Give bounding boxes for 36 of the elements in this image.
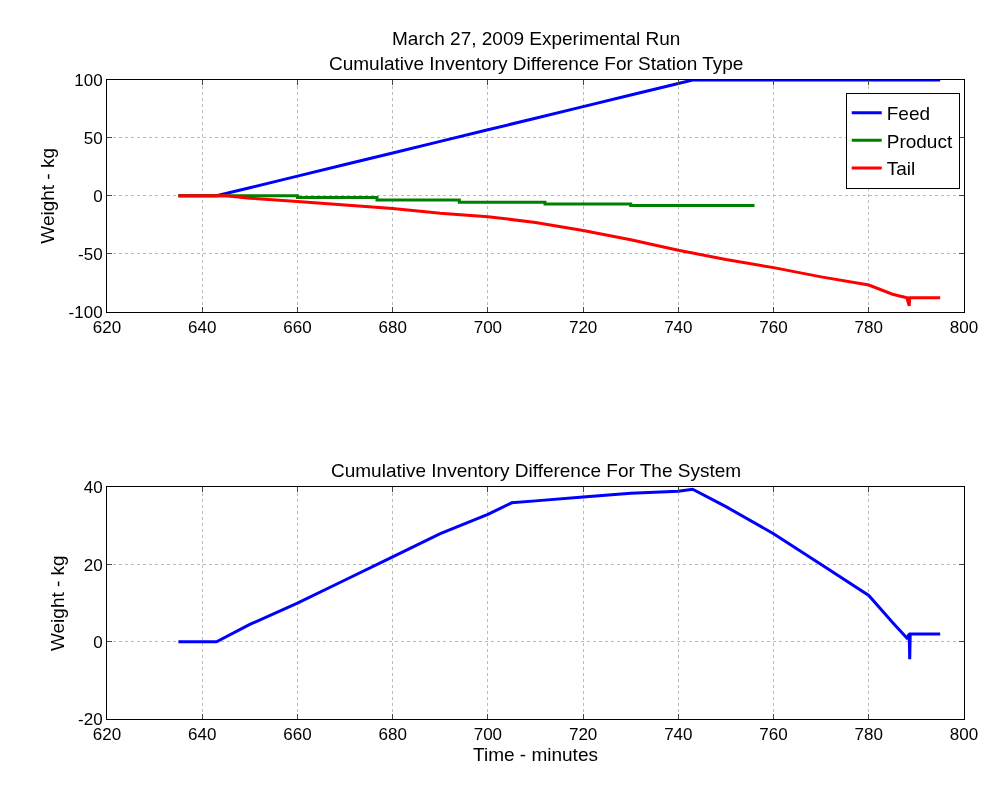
legend-label: Tail <box>886 158 916 180</box>
x-tick-label: 800 <box>949 318 979 338</box>
x-tick-label: 800 <box>949 725 979 745</box>
y-tick-label: 40 <box>83 478 103 498</box>
legend-label: Feed <box>886 103 931 125</box>
x-tick-label: 720 <box>568 725 598 745</box>
y-axis-title: Weight - kg <box>37 147 59 244</box>
legend-label: Product <box>886 130 953 152</box>
y-tick-label: -50 <box>78 244 103 264</box>
x-tick-label: 660 <box>283 318 312 338</box>
x-tick-label: 680 <box>378 725 407 745</box>
x-tick-label: 660 <box>283 725 312 745</box>
line-series <box>176 194 942 308</box>
y-tick-label: 50 <box>83 128 103 148</box>
chart-subtitle: Cumulative Inventory Difference For Station Type <box>329 52 744 74</box>
y-axis-title: Weight - kg <box>46 555 68 652</box>
x-tick-label: 740 <box>664 725 693 745</box>
y-tick-label: 0 <box>93 632 103 652</box>
x-tick-label: 720 <box>568 318 598 338</box>
x-tick-label: 640 <box>188 725 217 745</box>
y-tick-label: 100 <box>74 70 103 90</box>
x-axis-title: Time - minutes <box>473 744 598 766</box>
x-tick-label: 780 <box>854 318 883 338</box>
x-tick-label: 760 <box>759 725 788 745</box>
x-tick-label: 680 <box>378 318 407 338</box>
y-tick-label: 20 <box>83 555 103 575</box>
x-tick-label: 700 <box>473 318 503 338</box>
x-tick-label: 780 <box>854 725 883 745</box>
x-tick-label: 740 <box>664 318 693 338</box>
y-tick-label: 0 <box>93 186 103 206</box>
line-series <box>176 487 942 661</box>
x-tick-label: 760 <box>759 318 788 338</box>
chart-title: Cumulative Inventory Difference For The System <box>331 460 742 481</box>
chart-title: March 27, 2009 Experimental Run <box>392 28 681 49</box>
x-tick-label: 700 <box>473 725 503 745</box>
x-tick-label: 640 <box>188 318 217 338</box>
